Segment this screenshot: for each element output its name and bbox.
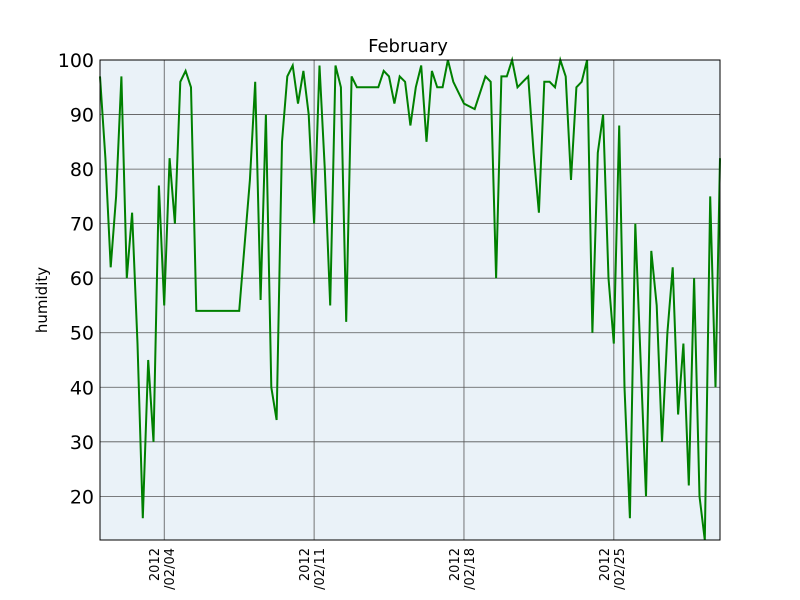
- x-tick-label-year: 2012: [448, 548, 463, 581]
- y-tick-label: 30: [70, 432, 94, 454]
- x-tick-label: 2012/02/11: [298, 548, 328, 590]
- x-tick-label-date: /02/18: [463, 548, 478, 590]
- x-tick-label-date: /02/25: [613, 548, 628, 590]
- plot-frame: [99, 59, 721, 541]
- y-tick-label: 20: [70, 486, 94, 508]
- y-axis-label: humidity: [33, 267, 51, 333]
- x-tick-label: 2012/02/25: [598, 548, 628, 590]
- x-tick-label-date: /02/11: [313, 548, 328, 590]
- chart-title: February: [368, 36, 448, 57]
- y-tick-label: 50: [70, 323, 94, 345]
- y-tick-label: 90: [70, 105, 94, 127]
- plot-background: [100, 60, 720, 540]
- x-tick-label-date: /02/04: [163, 548, 178, 590]
- x-tick-label: 2012/02/04: [148, 548, 178, 590]
- x-axis-ticks: 2012/02/04 2012/02/11 2012/02/18 2012/02/25: [148, 548, 628, 590]
- y-axis-ticks: 20 30 40 50 60 70 80 90 100: [58, 50, 94, 508]
- y-tick-label: 40: [70, 377, 94, 399]
- y-tick-label: 70: [70, 214, 94, 236]
- humidity-series-line: [99, 56, 721, 541]
- x-tick-label-year: 2012: [298, 548, 313, 581]
- x-tick-label: 2012/02/18: [448, 548, 478, 590]
- y-tick-label: 80: [70, 159, 94, 181]
- x-tick-label-year: 2012: [598, 548, 613, 581]
- x-tick-label-year: 2012: [148, 548, 163, 581]
- y-tick-label: 60: [70, 268, 94, 290]
- y-tick-label: 100: [58, 50, 94, 72]
